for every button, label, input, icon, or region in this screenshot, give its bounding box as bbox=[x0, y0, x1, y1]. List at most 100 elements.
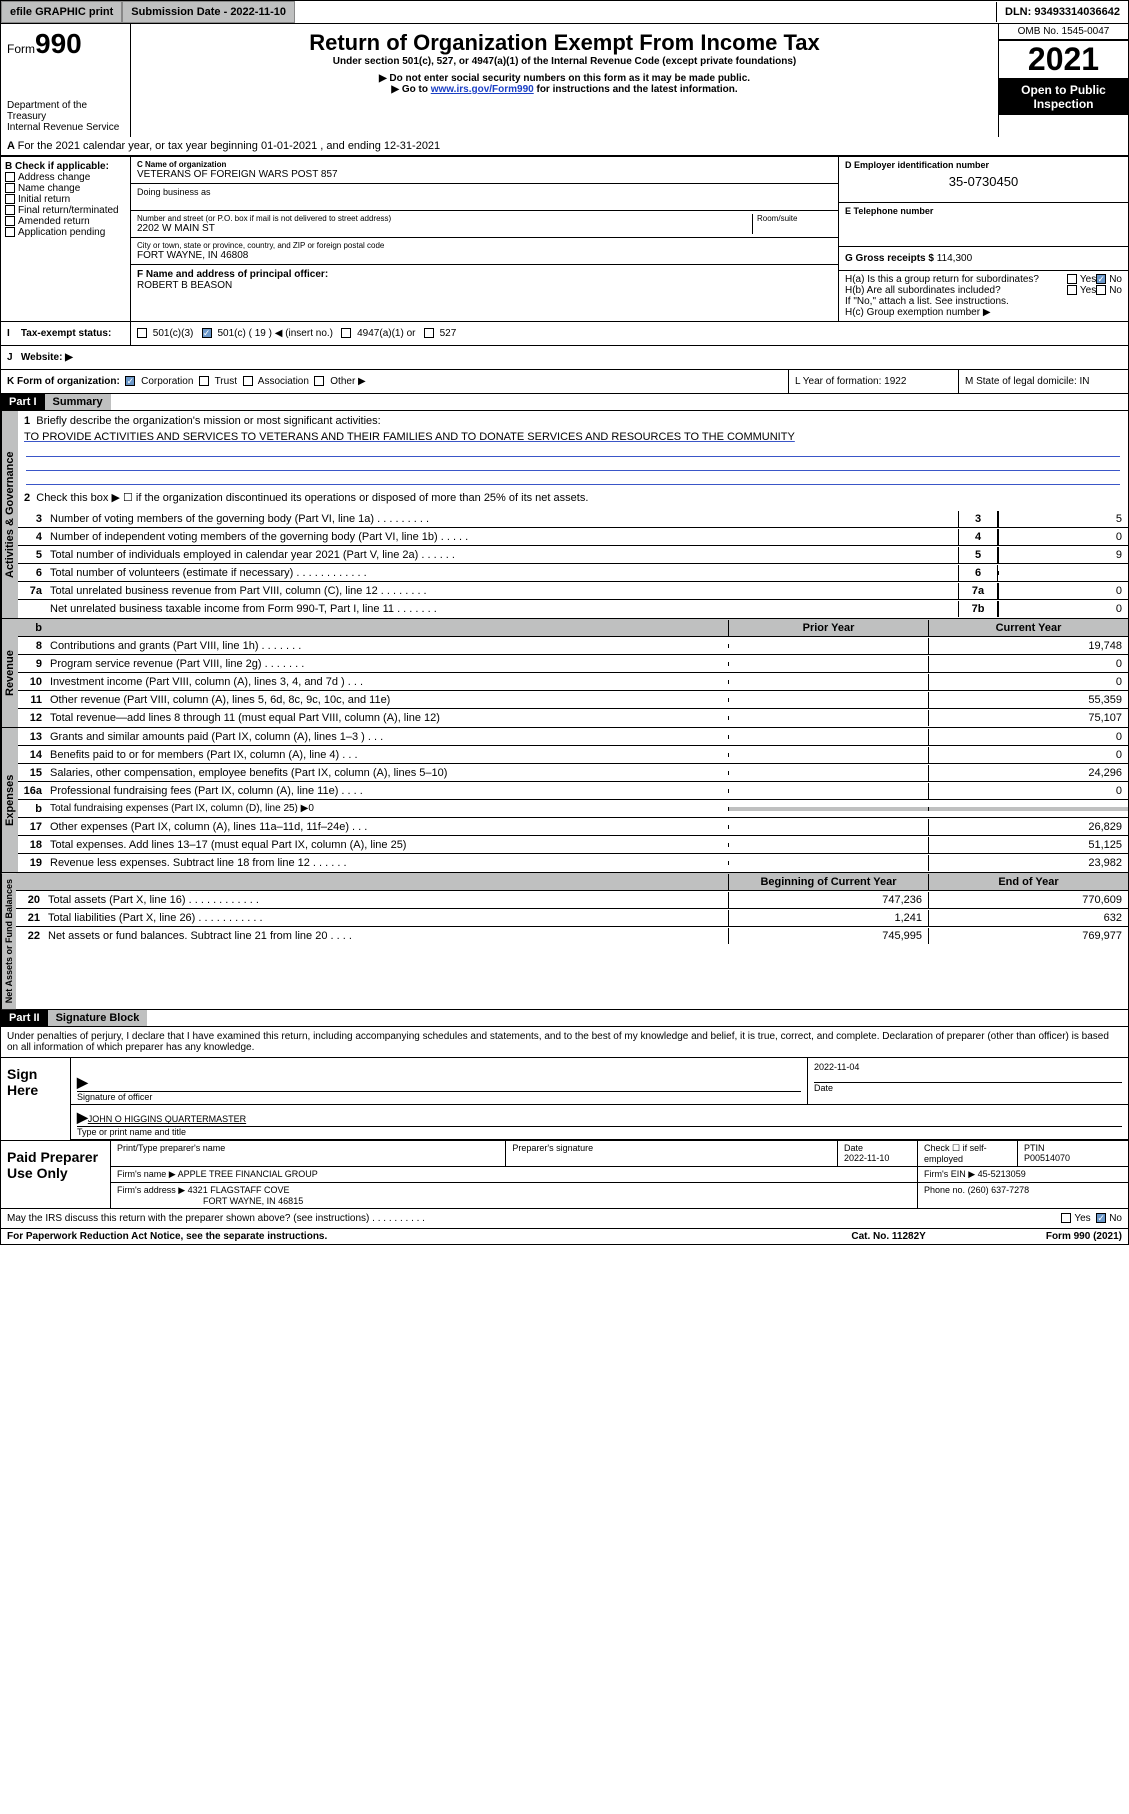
cb-corp[interactable] bbox=[125, 376, 135, 386]
table-row: Net unrelated business taxable income fr… bbox=[18, 600, 1128, 618]
city-state-zip: FORT WAYNE, IN 46808 bbox=[137, 250, 248, 261]
check-self-employed: Check ☐ if self-employed bbox=[918, 1141, 1018, 1166]
table-row: 11Other revenue (Part VIII, column (A), … bbox=[18, 691, 1128, 709]
table-row: 19Revenue less expenses. Subtract line 1… bbox=[18, 854, 1128, 872]
arrow-icon: ▶ bbox=[77, 1074, 88, 1090]
paid-preparer-block: Paid Preparer Use Only Print/Type prepar… bbox=[0, 1141, 1129, 1209]
box-f: F Name and address of principal officer:… bbox=[131, 265, 838, 295]
cb-initial-return[interactable] bbox=[5, 194, 15, 204]
dept-treasury: Department of the Treasury bbox=[7, 100, 124, 122]
pt-name-label: Print/Type preparer's name bbox=[111, 1141, 506, 1166]
table-row: 4Number of independent voting members of… bbox=[18, 528, 1128, 546]
penalty-statement: Under penalties of perjury, I declare th… bbox=[0, 1027, 1129, 1058]
ha-label: H(a) Is this a group return for subordin… bbox=[845, 274, 1067, 285]
part-ii-bar: Part IISignature Block bbox=[0, 1010, 1129, 1027]
table-row: 3Number of voting members of the governi… bbox=[18, 510, 1128, 528]
cb-ha-yes[interactable] bbox=[1067, 274, 1077, 284]
box-b: B Check if applicable: Address change Na… bbox=[1, 157, 131, 321]
hdr-boy: Beginning of Current Year bbox=[728, 874, 928, 890]
box-c-name-label: C Name of organization bbox=[137, 160, 832, 169]
part-i-hdr: Part I bbox=[1, 394, 45, 410]
box-d-label: D Employer identification number bbox=[845, 160, 1122, 170]
line-i: I Tax-exempt status: 501(c)(3) 501(c) ( … bbox=[0, 322, 1129, 346]
tab-governance: Activities & Governance bbox=[1, 411, 18, 618]
hdr-eoy: End of Year bbox=[928, 874, 1128, 890]
cb-address-change[interactable] bbox=[5, 172, 15, 182]
table-row: 20Total assets (Part X, line 16) . . . .… bbox=[16, 891, 1128, 909]
hdr-current-year: Current Year bbox=[928, 620, 1128, 636]
pp-date-label: Date bbox=[844, 1143, 863, 1153]
table-row: 9Program service revenue (Part VIII, lin… bbox=[18, 655, 1128, 673]
box-e-label: E Telephone number bbox=[845, 206, 1122, 216]
cb-name-change[interactable] bbox=[5, 183, 15, 193]
firm-ein-label: Firm's EIN ▶ bbox=[924, 1169, 975, 1179]
cb-app-pending[interactable] bbox=[5, 227, 15, 237]
table-row: 16aProfessional fundraising fees (Part I… bbox=[18, 782, 1128, 800]
cb-ha-no[interactable] bbox=[1096, 274, 1106, 284]
box-c: C Name of organizationVETERANS OF FOREIG… bbox=[131, 157, 838, 321]
dba-label: Doing business as bbox=[137, 187, 832, 197]
sign-date: 2022-11-04 bbox=[814, 1062, 859, 1072]
part-i-bar: Part ISummary bbox=[0, 394, 1129, 411]
cb-discuss-yes[interactable] bbox=[1061, 1213, 1071, 1223]
cb-527[interactable] bbox=[424, 328, 434, 338]
hb-note: If "No," attach a list. See instructions… bbox=[845, 296, 1122, 307]
form-title: Return of Organization Exempt From Incom… bbox=[137, 30, 992, 56]
box-l: L Year of formation: 1922 bbox=[788, 370, 958, 393]
cb-assoc[interactable] bbox=[243, 376, 253, 386]
pp-sig-label: Preparer's signature bbox=[506, 1141, 838, 1166]
sign-here-label: Sign Here bbox=[1, 1058, 71, 1140]
grid-expenses: Expenses 13Grants and similar amounts pa… bbox=[0, 728, 1129, 873]
mission-text: TO PROVIDE ACTIVITIES AND SERVICES TO VE… bbox=[18, 431, 1128, 443]
part-ii-title: Signature Block bbox=[48, 1010, 148, 1026]
cb-hb-no[interactable] bbox=[1096, 285, 1106, 295]
cb-hb-yes[interactable] bbox=[1067, 285, 1077, 295]
submission-date: Submission Date - 2022-11-10 bbox=[122, 1, 295, 23]
cb-4947[interactable] bbox=[341, 328, 351, 338]
box-m: M State of legal domicile: IN bbox=[958, 370, 1128, 393]
sig-officer-label: Signature of officer bbox=[77, 1091, 801, 1102]
phone-label: Phone no. bbox=[924, 1185, 965, 1195]
page-footer: For Paperwork Reduction Act Notice, see … bbox=[0, 1229, 1129, 1245]
cb-trust[interactable] bbox=[199, 376, 209, 386]
mission-blank3 bbox=[26, 471, 1120, 485]
arrow-icon: ▶ bbox=[77, 1109, 88, 1125]
form-prefix: Form bbox=[7, 42, 35, 56]
cb-final-return[interactable] bbox=[5, 205, 15, 215]
phone-value: (260) 637-7278 bbox=[968, 1185, 1030, 1195]
cb-501c3[interactable] bbox=[137, 328, 147, 338]
spacer bbox=[295, 8, 311, 16]
efile-button[interactable]: efile GRAPHIC print bbox=[1, 1, 122, 23]
addr-label: Number and street (or P.O. box if mail i… bbox=[137, 214, 752, 223]
irs-label: Internal Revenue Service bbox=[7, 122, 124, 133]
ptin-label: PTIN bbox=[1024, 1143, 1045, 1153]
cb-other[interactable] bbox=[314, 376, 324, 386]
firm-ein: 45-5213059 bbox=[978, 1169, 1026, 1179]
topbar: efile GRAPHIC print Submission Date - 20… bbox=[0, 0, 1129, 24]
omb-no: OMB No. 1545-0047 bbox=[999, 24, 1128, 40]
may-irs-discuss: May the IRS discuss this return with the… bbox=[0, 1209, 1129, 1229]
table-row: 18Total expenses. Add lines 13–17 (must … bbox=[18, 836, 1128, 854]
table-row: 13Grants and similar amounts paid (Part … bbox=[18, 728, 1128, 746]
line-j: J Website: ▶ bbox=[0, 346, 1129, 370]
date-label: Date bbox=[814, 1082, 1122, 1093]
open-inspection: Open to Public Inspection bbox=[999, 79, 1128, 115]
street-address: 2202 W MAIN ST bbox=[137, 223, 215, 234]
line-klm: K Form of organization: Corporation Trus… bbox=[0, 370, 1129, 394]
cat-no: Cat. No. 11282Y bbox=[851, 1231, 925, 1242]
cb-discuss-no[interactable] bbox=[1096, 1213, 1106, 1223]
table-row: 14Benefits paid to or for members (Part … bbox=[18, 746, 1128, 764]
table-row: 6Total number of volunteers (estimate if… bbox=[18, 564, 1128, 582]
table-row: 5Total number of individuals employed in… bbox=[18, 546, 1128, 564]
tab-netassets: Net Assets or Fund Balances bbox=[1, 873, 16, 1009]
firm-addr2: FORT WAYNE, IN 46815 bbox=[203, 1196, 303, 1206]
pra-notice: For Paperwork Reduction Act Notice, see … bbox=[7, 1231, 327, 1242]
tab-revenue: Revenue bbox=[1, 619, 18, 727]
cb-501c[interactable] bbox=[202, 328, 212, 338]
header-left: Form990 Department of the Treasury Inter… bbox=[1, 24, 131, 137]
officer-printed: JOHN O HIGGINS QUARTERMASTER bbox=[88, 1114, 246, 1124]
grid-netassets: Net Assets or Fund Balances Beginning of… bbox=[0, 873, 1129, 1010]
cb-amended-return[interactable] bbox=[5, 216, 15, 226]
form990-link[interactable]: www.irs.gov/Form990 bbox=[431, 84, 534, 95]
type-name-label: Type or print name and title bbox=[77, 1126, 1122, 1137]
